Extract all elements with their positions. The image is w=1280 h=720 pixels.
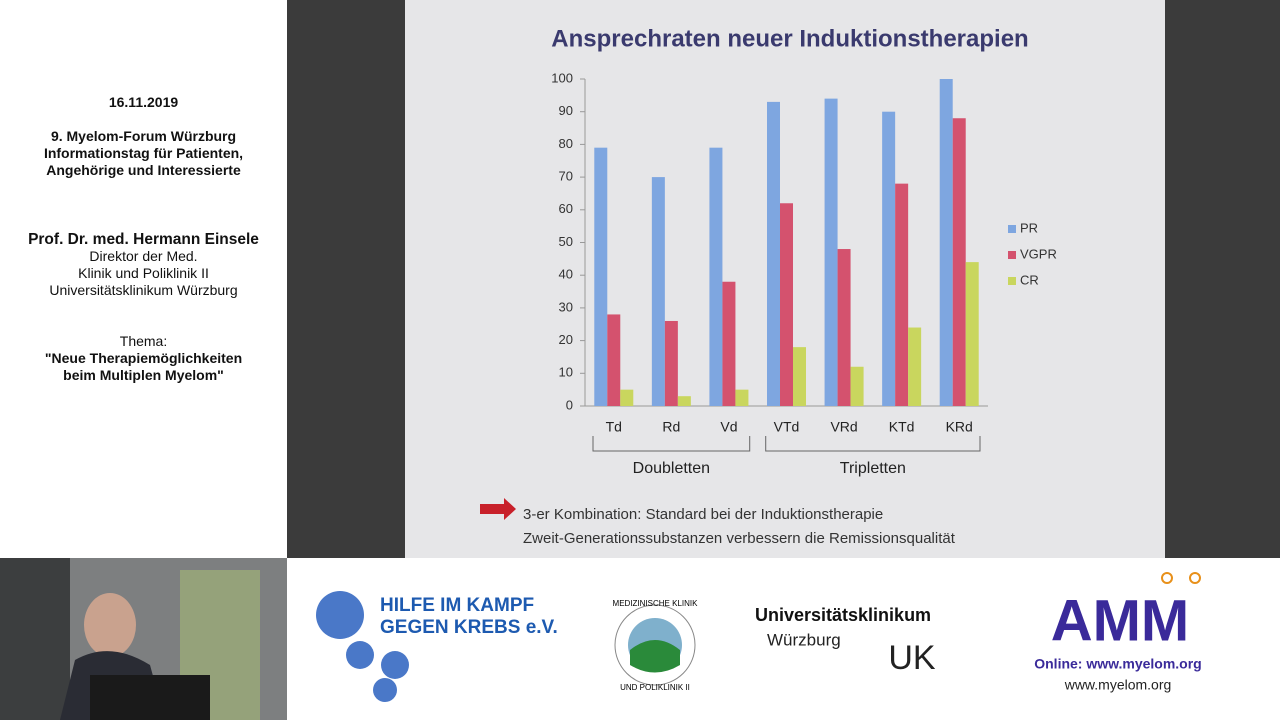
legend-label: VGPR <box>1020 246 1057 261</box>
y-tick-label: 30 <box>559 299 573 314</box>
x-tick-label: Td <box>606 419 622 435</box>
bar <box>824 98 838 407</box>
logo-text: Online: www.myelom.org <box>1034 656 1202 672</box>
bar <box>882 111 896 406</box>
date: 16.11.2019 <box>108 94 179 110</box>
topic-label: Thema: <box>119 333 168 349</box>
x-tick-label: KTd <box>889 419 915 435</box>
webcam-person <box>84 593 136 657</box>
y-tick-label: 40 <box>559 267 573 282</box>
slide-note: 3-er Kombination: Standard bei der Induk… <box>523 506 883 523</box>
bar <box>780 203 793 406</box>
bar <box>767 101 780 406</box>
y-tick-label: 80 <box>559 136 573 151</box>
y-tick-label: 70 <box>559 169 573 184</box>
topic: "Neue Therapiemöglichkeiten <box>44 350 243 366</box>
bar <box>908 327 922 406</box>
affiliation: Klinik und Poliklinik II <box>78 265 209 281</box>
y-tick-label: 60 <box>559 201 573 216</box>
group-label: Tripletten <box>840 460 906 477</box>
logo-text: GEGEN KREBS e.V. <box>380 617 558 638</box>
affiliation: Direktor der Med. <box>89 248 198 264</box>
y-tick-label: 0 <box>566 397 573 412</box>
amm-dot <box>1189 572 1201 584</box>
bar <box>620 389 634 406</box>
x-tick-label: VRd <box>830 419 857 435</box>
x-tick-label: VTd <box>774 419 800 435</box>
bar <box>677 396 691 406</box>
logo-text: www.myelom.org <box>1064 677 1172 693</box>
logo-text: Universitätsklinikum <box>755 605 931 625</box>
bar <box>607 314 621 406</box>
affiliation: Universitätsklinikum Würzburg <box>49 282 238 298</box>
sidebar: 16.11.2019 9. Myelom-Forum Würzburg Info… <box>0 0 287 558</box>
bar <box>594 147 608 407</box>
webcam-laptop <box>90 675 210 720</box>
group-bracket <box>765 436 981 452</box>
legend-label: CR <box>1020 272 1039 287</box>
bar <box>735 389 749 406</box>
logo-text: MEDIZINISCHE KLINIK <box>613 599 699 608</box>
bar <box>952 118 966 407</box>
x-tick-label: Rd <box>662 419 680 435</box>
slide-note: Zweit-Generationssubstanzen verbessern d… <box>523 530 956 547</box>
logo-text: UK <box>888 639 936 677</box>
x-tick-label: Vd <box>720 419 737 435</box>
topic: beim Multiplen Myelom" <box>63 367 224 383</box>
legend-label: PR <box>1020 220 1038 235</box>
bar <box>651 177 665 406</box>
logo-text: UND POLIKLINIK II <box>620 683 690 692</box>
bar <box>965 262 979 406</box>
bar <box>722 281 736 406</box>
bar <box>895 183 909 406</box>
group-label: Doubletten <box>633 460 710 477</box>
y-tick-label: 90 <box>559 103 573 118</box>
event-line: Angehörige und Interessierte <box>46 162 241 178</box>
legend-swatch <box>1008 251 1016 259</box>
bar <box>664 320 678 406</box>
y-tick-label: 50 <box>559 234 573 249</box>
group-bracket <box>592 436 751 452</box>
flower-logo <box>316 591 409 702</box>
x-tick-label: KRd <box>946 419 973 435</box>
event-line: Informationstag für Patienten, <box>43 145 244 161</box>
legend-swatch <box>1008 277 1016 285</box>
bar <box>709 147 723 407</box>
logo-text: AMM <box>1051 588 1190 653</box>
y-tick-label: 10 <box>559 365 573 380</box>
logo-text: Würzburg <box>767 630 841 649</box>
bar <box>850 366 864 406</box>
amm-dot <box>1161 572 1173 584</box>
bar <box>939 79 953 406</box>
arrow <box>480 498 516 520</box>
y-tick-label: 20 <box>559 332 573 347</box>
bar <box>837 249 851 406</box>
logo-text: HILFE IM KAMPF <box>380 595 534 616</box>
chart-title: Ansprechraten neuer Induktionstherapien <box>551 25 1028 52</box>
legend-swatch <box>1008 225 1016 233</box>
speaker: Prof. Dr. med. Hermann Einsele <box>28 231 259 248</box>
bar <box>793 347 806 406</box>
klinik-logo <box>630 640 680 673</box>
event-line: 9. Myelom-Forum Würzburg <box>50 128 237 144</box>
webcam-wall <box>0 558 70 720</box>
y-tick-label: 100 <box>551 70 573 85</box>
